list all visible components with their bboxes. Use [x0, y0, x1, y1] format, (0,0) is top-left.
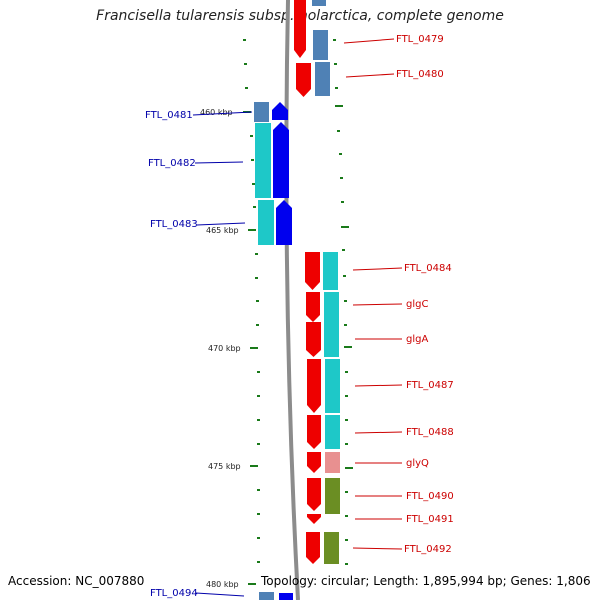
cds-arrow[interactable]: [276, 200, 292, 245]
forward-cds-track: [294, 0, 321, 564]
gene-label-ftl-0481[interactable]: FTL_0481: [145, 110, 193, 121]
cds-arrow[interactable]: [294, 0, 306, 58]
feature-box[interactable]: [324, 322, 339, 357]
gene-label-ftl-0490[interactable]: FTL_0490: [406, 491, 454, 502]
feature-box[interactable]: [255, 123, 271, 198]
kbp-label-460: 460 kbp: [200, 108, 233, 117]
scale-ticks-right: [333, 39, 353, 565]
feature-box[interactable]: [315, 62, 330, 96]
feature-box[interactable]: [325, 452, 340, 473]
cds-arrow[interactable]: [307, 415, 321, 449]
feature-box[interactable]: [254, 102, 269, 122]
label-leaders: [192, 38, 403, 597]
genome-backbone: [284, 0, 300, 600]
cds-arrow[interactable]: [296, 63, 311, 97]
gene-label-ftl-0482[interactable]: FTL_0482: [148, 158, 196, 169]
feature-box[interactable]: [325, 415, 340, 449]
cds-arrow[interactable]: [307, 359, 321, 413]
gene-label-ftl-0488[interactable]: FTL_0488: [406, 427, 454, 438]
feature-box[interactable]: [324, 292, 339, 322]
cds-arrow[interactable]: [273, 122, 289, 198]
scale-ticks: [243, 39, 260, 585]
feature-box[interactable]: [313, 30, 328, 60]
accession-text: Accession: NC_007880: [8, 574, 145, 588]
gene-label-ftl-0479[interactable]: FTL_0479: [396, 34, 444, 45]
cds-arrow[interactable]: [272, 102, 288, 120]
topology-text: Topology: circular; Length: 1,895,994 bp…: [261, 574, 591, 588]
kbp-label-465: 465 kbp: [206, 226, 239, 235]
feature-box[interactable]: [325, 478, 340, 514]
kbp-label-470: 470 kbp: [208, 344, 241, 353]
gene-labels: FTL_0479 FTL_0480 FTL_0481 FTL_0482 FTL_…: [145, 34, 454, 599]
cds-arrow[interactable]: [306, 532, 320, 564]
reverse-feature-track: [254, 102, 274, 600]
tick-major-470: [250, 347, 258, 349]
feature-box[interactable]: [323, 252, 338, 290]
feature-box[interactable]: [324, 532, 339, 564]
gene-label-ftl-0491[interactable]: FTL_0491: [406, 514, 454, 525]
reverse-cds-track: [272, 102, 293, 600]
gene-label-ftl-0487[interactable]: FTL_0487: [406, 380, 454, 391]
feature-box[interactable]: [325, 359, 340, 413]
cds-arrow[interactable]: [306, 292, 320, 322]
cds-arrow[interactable]: [307, 452, 321, 473]
gene-label-ftl-0492[interactable]: FTL_0492: [404, 544, 452, 555]
cds-arrow[interactable]: [307, 478, 321, 511]
cds-arrow[interactable]: [306, 322, 321, 357]
forward-feature-track: [312, 0, 340, 564]
kbp-label-475: 475 kbp: [208, 462, 241, 471]
gene-label-glga[interactable]: glgA: [406, 334, 428, 345]
cds-arrow[interactable]: [307, 514, 321, 524]
tick-major-480: [248, 583, 256, 585]
feature-box[interactable]: [259, 592, 274, 600]
feature-box[interactable]: [312, 0, 326, 6]
gene-label-ftl-0480[interactable]: FTL_0480: [396, 69, 444, 80]
tick-major-465: [248, 229, 256, 231]
gene-label-ftl-0483[interactable]: FTL_0483: [150, 219, 198, 230]
cds-arrow[interactable]: [279, 593, 293, 600]
gene-label-glyq[interactable]: glyQ: [406, 458, 429, 469]
gene-label-ftl-0484[interactable]: FTL_0484: [404, 263, 452, 274]
tick-major-475: [250, 465, 258, 467]
gene-label-ftl-0494[interactable]: FTL_0494: [150, 588, 198, 599]
kbp-label-480: 480 kbp: [206, 580, 239, 589]
feature-box[interactable]: [258, 200, 274, 245]
cds-arrow[interactable]: [305, 252, 320, 290]
gene-label-glgc[interactable]: glgC: [406, 299, 428, 310]
